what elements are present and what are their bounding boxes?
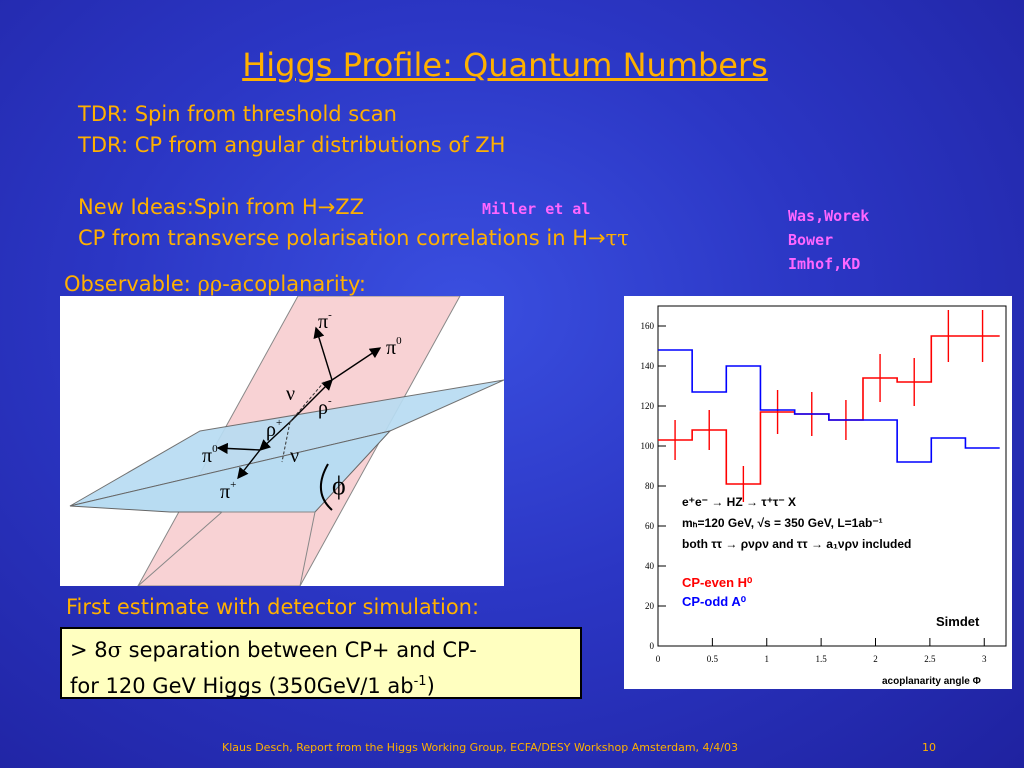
pi0-left-arrow [216, 442, 261, 455]
new-ideas-line-1: New Ideas:Spin from H→ZZ [78, 195, 364, 219]
x-tick-label: 2 [873, 654, 878, 664]
rho-minus-arrow [289, 379, 333, 423]
nu-bottom-arrow [281, 421, 291, 463]
simdet-label: Simdet [936, 614, 980, 629]
ref-bower: Bower [788, 231, 834, 249]
y-tick-label: 80 [645, 481, 655, 491]
new-ideas-line-1-suffix: ZZ [335, 195, 365, 219]
new-ideas-line-1-prefix: New Ideas:Spin from H [78, 195, 318, 219]
footer: Klaus Desch, Report from the Higgs Worki… [222, 741, 738, 754]
arrow-icon: → [317, 195, 336, 219]
y-tick-label: 140 [641, 361, 655, 371]
x-axis-label: acoplanarity angle Φ [882, 676, 981, 687]
y-tick-label: 0 [650, 641, 655, 651]
label-pi-plus: π+ [220, 479, 236, 503]
phi-arc [320, 463, 333, 511]
result-sup: -1 [413, 674, 427, 689]
observable-label: Observable: ρρ-acoplanarity: [64, 272, 366, 296]
result-close: ) [426, 674, 435, 698]
tau-tau: ττ [605, 226, 629, 250]
page-number: 10 [922, 741, 936, 754]
plot-frame [657, 305, 1007, 647]
observable-suffix: -acoplanarity: [222, 272, 366, 296]
diagram-svg: π- π0 ν ρ- ρ+ π0 ν π+ ϕ [69, 295, 505, 587]
pi0-top-arrow [331, 347, 382, 381]
x-tick-label: 0.5 [707, 654, 719, 664]
result-line-1: > 8σ separation between CP+ and CP- [70, 635, 572, 666]
observable-prefix: Observable: [64, 272, 198, 296]
y-tick-label: 60 [645, 521, 655, 531]
new-ideas-line-2: CP from transverse polarisation correlat… [78, 226, 629, 250]
chart-svg: 0 20 40 60 80 100 120 140 160 0 0.5 1 1.5 2 2.5 3 e⁺e⁻ … [641, 305, 1007, 687]
annotation-line-1: e⁺e⁻ → HZ → τ⁺τ⁻ X [682, 495, 796, 509]
label-pi-minus: π- [318, 309, 332, 333]
label-phi: ϕ [332, 471, 346, 500]
new-ideas-line-2-prefix: CP from transverse polarisation correlat… [78, 226, 589, 250]
rho-plus-arrow [258, 421, 291, 451]
pi-minus-arrow [313, 326, 333, 381]
result-prefix: > 8 [70, 638, 108, 662]
result-box: > 8σ separation between CP+ and CP- for … [60, 627, 582, 699]
x-tick-label: 1 [765, 654, 770, 664]
y-tick-label: 160 [641, 321, 655, 331]
y-tick-label: 40 [645, 561, 655, 571]
acoplanarity-diagram: π- π0 ν ρ- ρ+ π0 ν π+ ϕ [60, 295, 505, 587]
series-1-histogram [658, 349, 1000, 463]
x-tick-label: 0 [656, 654, 661, 664]
sigma: σ [107, 638, 122, 662]
result-line-1-text: separation between CP+ and CP- [121, 638, 477, 662]
ref-miller: Miller et al [482, 200, 591, 218]
label-nu-bottom: ν [290, 445, 299, 467]
pi-plus-arrow [237, 449, 261, 480]
ref-imhof: Imhof,KD [788, 255, 861, 273]
arrow-icon: → [588, 226, 606, 250]
rho-rho: ρρ [197, 272, 223, 296]
label-pi0-left: π0 [202, 443, 218, 467]
tdr-line-1: TDR: Spin from threshold scan [78, 102, 397, 126]
legend-cp-odd: CP-odd A⁰ [682, 594, 747, 609]
x-tick-label: 3 [982, 654, 987, 664]
result-line-2: for 120 GeV Higgs (350GeV/1 ab-1) [70, 666, 572, 702]
label-pi0-top: π0 [386, 335, 402, 359]
y-tick-label: 100 [641, 441, 655, 451]
x-tick-label: 1.5 [816, 654, 828, 664]
page-title: Higgs Profile: Quantum Numbers [242, 46, 768, 84]
label-rho-minus: ρ- [318, 395, 332, 419]
legend-cp-even: CP-even H⁰ [682, 575, 753, 590]
tdr-line-2: TDR: CP from angular distributions of ZH [78, 133, 506, 157]
y-tick-label: 20 [645, 601, 655, 611]
label-nu-top: ν [286, 383, 295, 405]
result-line-2-text: for 120 GeV Higgs (350GeV/1 ab [70, 674, 414, 698]
nu-top-arrow [289, 381, 325, 423]
first-estimate: First estimate with detector simulation: [66, 595, 480, 619]
acoplanarity-histogram: 0 20 40 60 80 100 120 140 160 0 0.5 1 1.5 2 2.5 3 e⁺e⁻ … [624, 296, 1012, 689]
annotation-line-2: mₕ=120 GeV, √s = 350 GeV, L=1ab⁻¹ [682, 516, 883, 530]
y-tick-label: 120 [641, 401, 655, 411]
x-tick-label: 2.5 [924, 654, 936, 664]
annotation-line-3: both ττ → ρνρν and ττ → a₁νρν included [682, 537, 911, 551]
ref-was-worek: Was,Worek [788, 207, 870, 225]
label-rho-plus: ρ+ [266, 417, 282, 441]
